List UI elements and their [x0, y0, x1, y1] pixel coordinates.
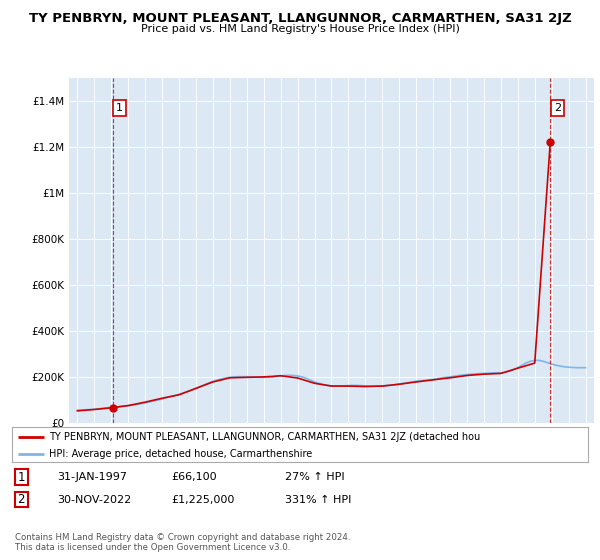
- Text: Contains HM Land Registry data © Crown copyright and database right 2024.: Contains HM Land Registry data © Crown c…: [15, 533, 350, 542]
- Text: HPI: Average price, detached house, Carmarthenshire: HPI: Average price, detached house, Carm…: [49, 449, 313, 459]
- Text: 2: 2: [554, 103, 561, 113]
- Text: £66,100: £66,100: [171, 472, 217, 482]
- Text: 31-JAN-1997: 31-JAN-1997: [57, 472, 127, 482]
- Text: TY PENBRYN, MOUNT PLEASANT, LLANGUNNOR, CARMARTHEN, SA31 2JZ: TY PENBRYN, MOUNT PLEASANT, LLANGUNNOR, …: [29, 12, 571, 25]
- Text: This data is licensed under the Open Government Licence v3.0.: This data is licensed under the Open Gov…: [15, 543, 290, 552]
- Text: 27% ↑ HPI: 27% ↑ HPI: [285, 472, 344, 482]
- Text: 30-NOV-2022: 30-NOV-2022: [57, 494, 131, 505]
- Text: 2: 2: [17, 493, 25, 506]
- Text: £1,225,000: £1,225,000: [171, 494, 235, 505]
- Text: Price paid vs. HM Land Registry's House Price Index (HPI): Price paid vs. HM Land Registry's House …: [140, 24, 460, 34]
- Text: 1: 1: [116, 103, 123, 113]
- Text: 331% ↑ HPI: 331% ↑ HPI: [285, 494, 352, 505]
- Text: 1: 1: [17, 470, 25, 484]
- Text: TY PENBRYN, MOUNT PLEASANT, LLANGUNNOR, CARMARTHEN, SA31 2JZ (detached hou: TY PENBRYN, MOUNT PLEASANT, LLANGUNNOR, …: [49, 432, 481, 442]
